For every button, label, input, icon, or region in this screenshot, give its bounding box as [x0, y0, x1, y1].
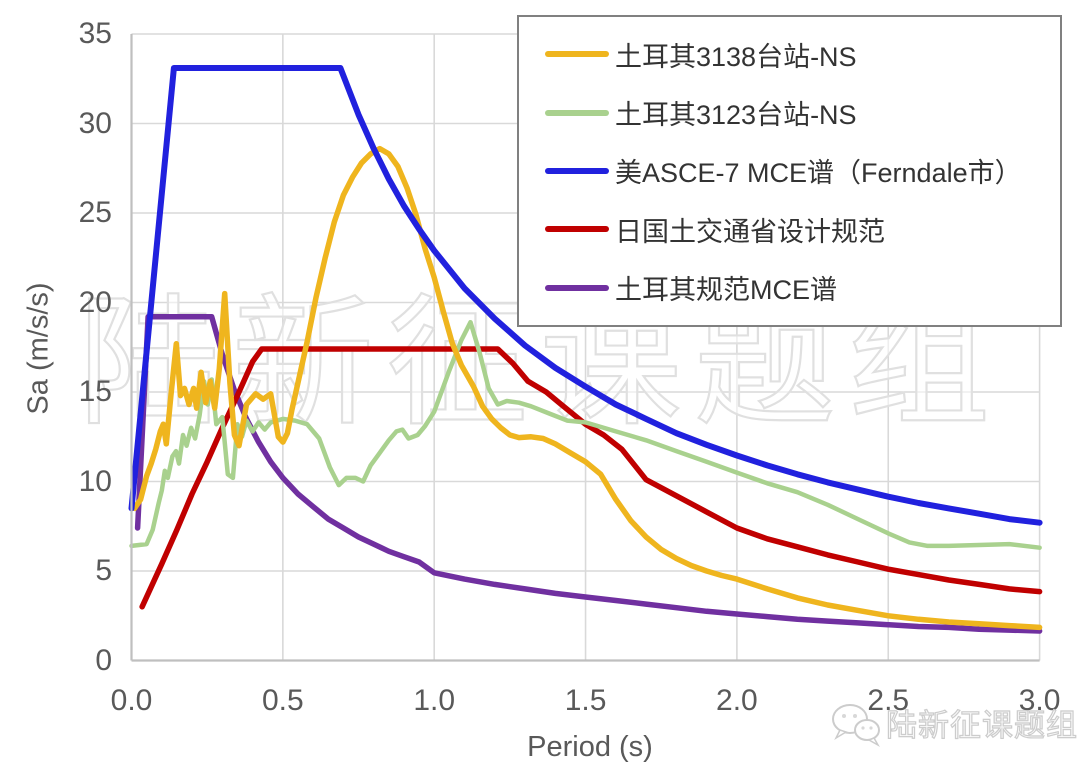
x-tick-label: 0.5: [261, 684, 304, 717]
legend-item-2: 美ASCE-7 MCE谱（Ferndale市）: [519, 151, 1060, 190]
axis-lines: [130, 34, 1040, 662]
series-line-2: [128, 65, 1043, 526]
spectrum-curves: [128, 65, 1043, 634]
legend: 土耳其3138台站-NS 土耳其3123台站-NS 美ASCE-7 MCE谱（Fer…: [517, 15, 1062, 327]
series-line-1: [129, 319, 1042, 550]
wechat-icon: [832, 704, 880, 747]
legend-label: 土耳其规范MCE谱: [615, 275, 837, 306]
legend-item-3: 日国土交通省设计规范: [519, 210, 1060, 249]
x-tick-label: 0.0: [110, 684, 153, 717]
footer-watermark-text: 陆新征课题组: [885, 707, 1078, 743]
y-tick-label: 5: [95, 554, 112, 587]
y-tick-label: 20: [78, 285, 112, 319]
legend-item-0: 土耳其3138台站-NS: [519, 35, 1060, 74]
x-tick-label: 2.0: [716, 684, 758, 717]
legend-swatch-icon: [545, 167, 609, 174]
x-tick-label: 2.5: [867, 684, 910, 717]
legend-item-4: 土耳其规范MCE谱: [519, 268, 1060, 307]
y-tick-label: 30: [78, 106, 112, 140]
x-axis-title: Period (s): [527, 731, 653, 763]
y-tick-label: 10: [78, 464, 112, 498]
legend-swatch-icon: [545, 109, 609, 116]
y-tick-label: 15: [78, 375, 112, 408]
legend-swatch-icon: [545, 226, 609, 233]
legend-label: 美ASCE-7 MCE谱（Ferndale市）: [615, 158, 1022, 189]
legend-swatch-icon: [545, 51, 609, 58]
x-tick-label: 1.5: [564, 684, 607, 717]
series-line-4: [134, 314, 1043, 634]
y-tick-label: 25: [78, 196, 112, 229]
x-tick-label: 1.0: [413, 684, 456, 717]
y-tick-label: 0: [95, 643, 112, 677]
x-tick-label: 3.0: [1018, 684, 1061, 717]
y-axis-title: Sa (m/s/s): [22, 282, 55, 415]
legend-swatch-icon: [545, 284, 609, 291]
footer-watermark-badge: 陆新征课题组: [828, 694, 1078, 750]
y-tick-label: 35: [78, 17, 112, 50]
legend-label: 土耳其3138台站-NS: [615, 41, 857, 72]
legend-label: 土耳其3123台站-NS: [615, 100, 857, 131]
legend-label: 日国土交通省设计规范: [615, 216, 885, 247]
legend-item-1: 土耳其3123台站-NS: [519, 93, 1060, 132]
